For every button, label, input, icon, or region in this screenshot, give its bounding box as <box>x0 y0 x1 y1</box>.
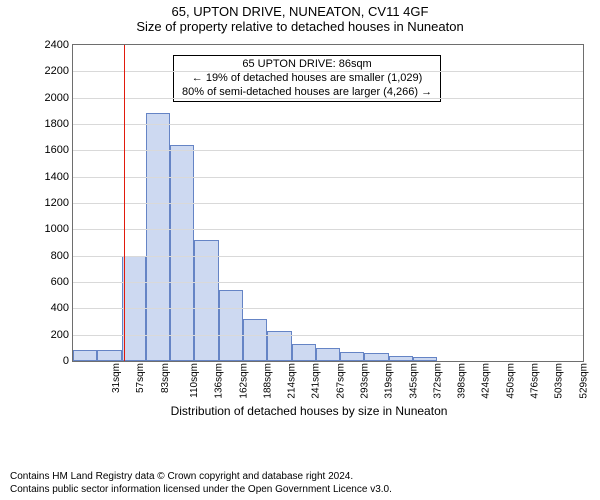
x-tick-label: 476sqm <box>530 363 541 399</box>
gridline <box>73 177 583 178</box>
annotation-line-1: 65 UPTON DRIVE: 86sqm <box>182 58 432 72</box>
y-tick-label: 0 <box>63 355 69 367</box>
gridline <box>73 335 583 336</box>
y-tick-label: 2000 <box>45 92 69 104</box>
y-tick-label: 1400 <box>45 171 69 183</box>
subtitle: Size of property relative to detached ho… <box>0 19 600 36</box>
y-tick-label: 200 <box>51 329 69 341</box>
x-tick-label: 57sqm <box>135 363 146 393</box>
x-tick-label: 424sqm <box>481 363 492 399</box>
gridline <box>73 282 583 283</box>
histogram-bar <box>97 350 121 361</box>
x-tick-label: 345sqm <box>408 363 419 399</box>
title: 65, UPTON DRIVE, NUNEATON, CV11 4GF <box>0 0 600 19</box>
x-tick-label: 398sqm <box>457 363 468 399</box>
y-tick-label: 600 <box>51 276 69 288</box>
x-tick-label: 162sqm <box>238 363 249 399</box>
x-tick-label: 214sqm <box>287 363 298 399</box>
plot-region: 65 UPTON DRIVE: 86sqm ← 19% of detached … <box>72 44 584 362</box>
x-tick-label: 188sqm <box>262 363 273 399</box>
annotation-line-2: ← 19% of detached houses are smaller (1,… <box>182 72 432 86</box>
footer-attribution: Contains HM Land Registry data © Crown c… <box>10 471 392 496</box>
annotation-box: 65 UPTON DRIVE: 86sqm ← 19% of detached … <box>173 55 441 102</box>
gridline <box>73 229 583 230</box>
histogram-bar <box>73 350 97 361</box>
histogram-bar <box>364 353 388 361</box>
gridline <box>73 124 583 125</box>
gridline <box>73 203 583 204</box>
histogram-bar <box>219 290 243 361</box>
histogram-bar <box>243 319 267 361</box>
x-tick-label: 83sqm <box>160 363 171 393</box>
x-tick-label: 319sqm <box>384 363 395 399</box>
x-tick-label: 241sqm <box>311 363 322 399</box>
y-tick-label: 800 <box>51 250 69 262</box>
y-tick-label: 1600 <box>45 144 69 156</box>
histogram-bar <box>292 344 316 361</box>
chart-card: 65, UPTON DRIVE, NUNEATON, CV11 4GF Size… <box>0 0 600 500</box>
footer-line-1: Contains HM Land Registry data © Crown c… <box>10 471 392 484</box>
histogram-bar <box>194 240 218 361</box>
gridline <box>73 256 583 257</box>
x-axis-label: Distribution of detached houses by size … <box>28 404 590 418</box>
gridline <box>73 71 583 72</box>
histogram-bar <box>316 348 340 361</box>
x-tick-label: 450sqm <box>505 363 516 399</box>
x-tick-label: 372sqm <box>432 363 443 399</box>
x-tick-label: 503sqm <box>554 363 565 399</box>
gridline <box>73 98 583 99</box>
y-tick-label: 1800 <box>45 118 69 130</box>
histogram-bar <box>413 357 437 361</box>
property-marker-line <box>124 45 125 361</box>
x-tick-label: 136sqm <box>214 363 225 399</box>
x-tick-label: 31sqm <box>111 363 122 393</box>
x-tick-label: 293sqm <box>360 363 371 399</box>
y-tick-label: 1000 <box>45 223 69 235</box>
x-tick-label: 267sqm <box>335 363 346 399</box>
y-tick-label: 400 <box>51 302 69 314</box>
gridline <box>73 308 583 309</box>
x-tick-label: 529sqm <box>578 363 589 399</box>
footer-line-2: Contains public sector information licen… <box>10 484 392 497</box>
y-tick-label: 1200 <box>45 197 69 209</box>
histogram-bar <box>340 352 364 361</box>
x-tick-label: 110sqm <box>189 363 200 398</box>
y-tick-label: 2200 <box>45 65 69 77</box>
y-tick-label: 2400 <box>45 39 69 51</box>
gridline <box>73 150 583 151</box>
histogram-bar <box>389 356 413 361</box>
chart-area: Number of detached properties 65 UPTON D… <box>28 40 590 420</box>
